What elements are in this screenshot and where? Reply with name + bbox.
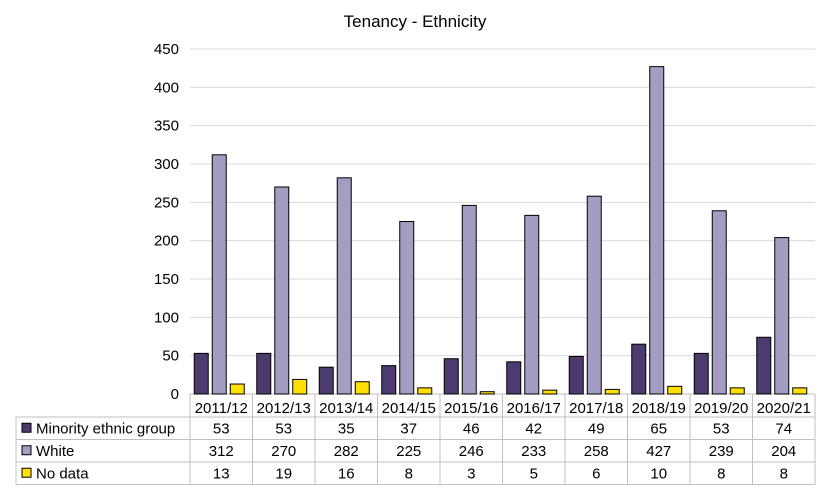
- data-label: 74: [775, 420, 792, 437]
- data-label: 8: [405, 465, 413, 482]
- bar: [417, 387, 433, 395]
- data-label: 53: [275, 420, 292, 437]
- data-label: 65: [650, 420, 667, 437]
- y-tick-label: 50: [162, 348, 179, 365]
- bar: [667, 385, 683, 395]
- data-label: 53: [213, 420, 230, 437]
- bar: [792, 387, 808, 395]
- data-label: 46: [463, 420, 480, 437]
- data-label: 258: [584, 443, 609, 460]
- data-label: 233: [521, 443, 546, 460]
- bar: [229, 383, 245, 395]
- data-label: 282: [334, 443, 359, 460]
- legend-swatch: [21, 467, 32, 478]
- x-tick-label: 2012/13: [257, 400, 311, 417]
- bar: [586, 195, 602, 395]
- bar: [729, 387, 745, 395]
- y-tick-label: 250: [154, 194, 179, 211]
- bars: [193, 66, 808, 395]
- data-label: 42: [525, 420, 542, 437]
- data-label: 8: [780, 465, 788, 482]
- bar: [399, 221, 415, 395]
- legend-label: No data: [36, 465, 89, 482]
- legend-label: White: [36, 443, 74, 460]
- bar: [211, 154, 227, 395]
- bar: [461, 204, 477, 395]
- bar: [506, 361, 522, 395]
- data-label: 204: [771, 443, 796, 460]
- data-label: 5: [530, 465, 538, 482]
- x-tick-label: 2020/21: [757, 400, 811, 417]
- data-label: 6: [592, 465, 600, 482]
- data-label: 37: [400, 420, 417, 437]
- data-label: 10: [650, 465, 667, 482]
- bar: [631, 343, 647, 395]
- data-label: 53: [713, 420, 730, 437]
- data-label: 3: [467, 465, 475, 482]
- data-label: 49: [588, 420, 605, 437]
- data-label: 239: [709, 443, 734, 460]
- legend-swatch: [21, 422, 32, 433]
- legend-label: Minority ethnic group: [36, 420, 175, 437]
- data-label: 13: [213, 465, 230, 482]
- y-tick-label: 400: [154, 79, 179, 96]
- data-label: 312: [209, 443, 234, 460]
- bar: [193, 352, 209, 395]
- bar: [524, 214, 540, 395]
- y-tick-label: 200: [154, 233, 179, 250]
- y-tick-label: 100: [154, 309, 179, 326]
- bar: [568, 355, 584, 395]
- bar: [542, 389, 558, 395]
- bar: [381, 365, 397, 395]
- x-tick-label: 2015/16: [444, 400, 498, 417]
- x-tick-label: 2019/20: [694, 400, 748, 417]
- bar: [693, 352, 709, 395]
- y-tick-label: 0: [171, 386, 179, 403]
- bar: [479, 391, 495, 395]
- bar: [443, 358, 459, 395]
- bar: [604, 388, 620, 395]
- y-tick-label: 350: [154, 118, 179, 135]
- x-tick-label: 2016/17: [507, 400, 561, 417]
- y-axis: 0 50 100 150 200 250 300 350 400 450: [154, 41, 179, 403]
- bar: [774, 237, 790, 395]
- bar: [756, 336, 772, 395]
- data-label: 16: [338, 465, 355, 482]
- data-label: 246: [459, 443, 484, 460]
- chart-title: Tenancy - Ethnicity: [344, 12, 487, 31]
- x-tick-label: 2018/19: [632, 400, 686, 417]
- bar: [318, 366, 334, 395]
- y-tick-label: 300: [154, 156, 179, 173]
- bar: [649, 66, 665, 395]
- x-tick-label: 2017/18: [569, 400, 623, 417]
- data-label: 225: [396, 443, 421, 460]
- bar: [274, 186, 290, 395]
- x-tick-label: 2014/15: [382, 400, 436, 417]
- data-label: 8: [717, 465, 725, 482]
- y-tick-label: 150: [154, 271, 179, 288]
- bar: [711, 210, 727, 395]
- x-tick-label: 2013/14: [319, 400, 373, 417]
- data-table: 2011/12 2012/13 2013/14 2014/15 2015/16 2016/…: [15, 394, 816, 485]
- y-tick-label: 450: [154, 41, 179, 58]
- data-label: 35: [338, 420, 355, 437]
- x-tick-label: 2011/12: [195, 400, 248, 417]
- bar: [336, 177, 352, 395]
- legend-swatch: [21, 445, 32, 456]
- data-label: 270: [271, 443, 296, 460]
- data-label: 427: [646, 443, 671, 460]
- bar: [256, 352, 272, 395]
- bar: [354, 381, 370, 395]
- data-label: 19: [275, 465, 292, 482]
- bar: [292, 378, 308, 395]
